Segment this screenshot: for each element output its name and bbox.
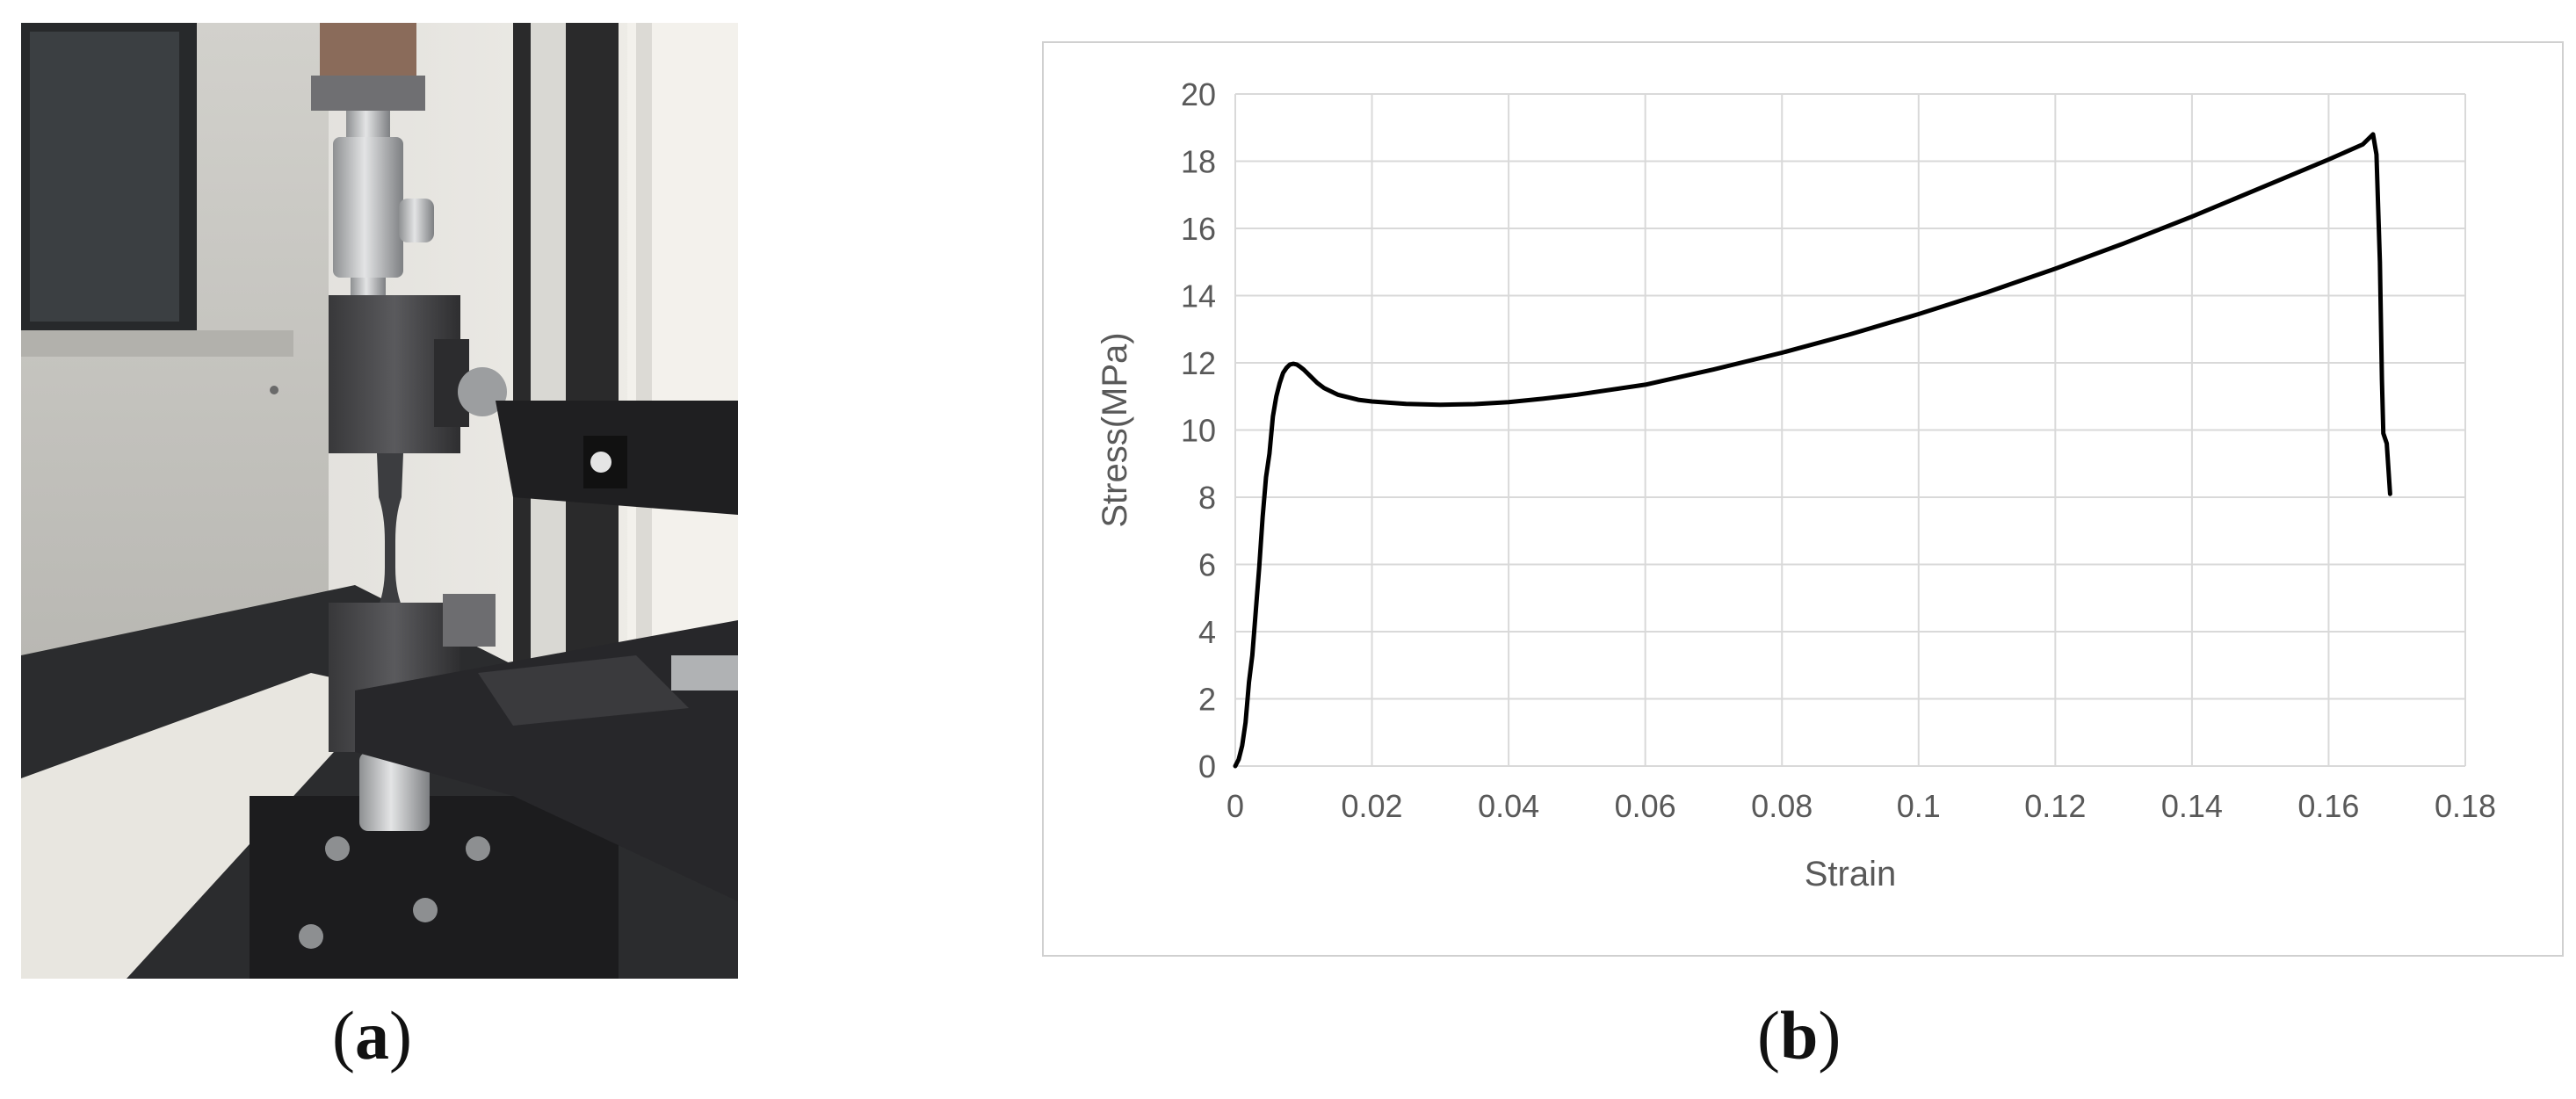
panel-label-a: (a) [332, 997, 412, 1074]
tensile-machine-illustration [21, 23, 738, 979]
panel-label-b-letter: b [1779, 997, 1819, 1074]
y-tick-label: 20 [1181, 76, 1216, 112]
y-tick-label: 8 [1198, 480, 1216, 516]
x-tick-labels: 0 0.02 0.04 0.06 0.08 0.1 0.12 0.14 0.16 0.18 [1226, 788, 2496, 824]
y-tick-labels: 0 2 4 6 8 10 12 14 16 18 20 [1181, 76, 1216, 784]
y-tick-label: 6 [1198, 547, 1216, 583]
y-tick-label: 10 [1181, 413, 1216, 449]
y-tick-label: 14 [1181, 278, 1216, 315]
grid-lines [1234, 93, 2466, 767]
y-tick-label: 12 [1181, 345, 1216, 381]
x-tick-label: 0.02 [1342, 788, 1403, 824]
x-axis-title: Strain [1805, 855, 1897, 893]
stress-strain-curve [1233, 132, 2392, 769]
y-tick-label: 4 [1198, 614, 1216, 650]
x-tick-label: 0.08 [1751, 788, 1813, 824]
x-tick-label: 0.14 [2161, 788, 2223, 824]
x-tick-label: 0 [1226, 788, 1244, 824]
y-tick-label: 18 [1181, 144, 1216, 180]
x-tick-label: 0.1 [1897, 788, 1941, 824]
stress-strain-chart: 0 2 4 6 8 10 12 14 16 18 20 0 0.02 0.04 0.06 0.08 0.1 0.… [1042, 41, 2564, 957]
panel-label-b: (b) [1757, 997, 1842, 1074]
x-tick-label: 0.12 [2024, 788, 2086, 824]
y-tick-label: 2 [1198, 682, 1216, 718]
x-tick-label: 0.18 [2435, 788, 2496, 824]
y-tick-label: 16 [1181, 211, 1216, 247]
panel-label-a-letter: a [354, 997, 389, 1074]
chart-canvas: 0 2 4 6 8 10 12 14 16 18 20 0 0.02 0.04 0.06 0.08 0.1 0.… [1096, 76, 2496, 893]
x-tick-label: 0.04 [1478, 788, 1539, 824]
y-axis-title: Stress(MPa) [1096, 332, 1134, 527]
tensile-test-photo [21, 23, 738, 979]
x-tick-label: 0.06 [1615, 788, 1676, 824]
y-tick-label: 0 [1198, 748, 1216, 784]
x-tick-label: 0.16 [2297, 788, 2359, 824]
